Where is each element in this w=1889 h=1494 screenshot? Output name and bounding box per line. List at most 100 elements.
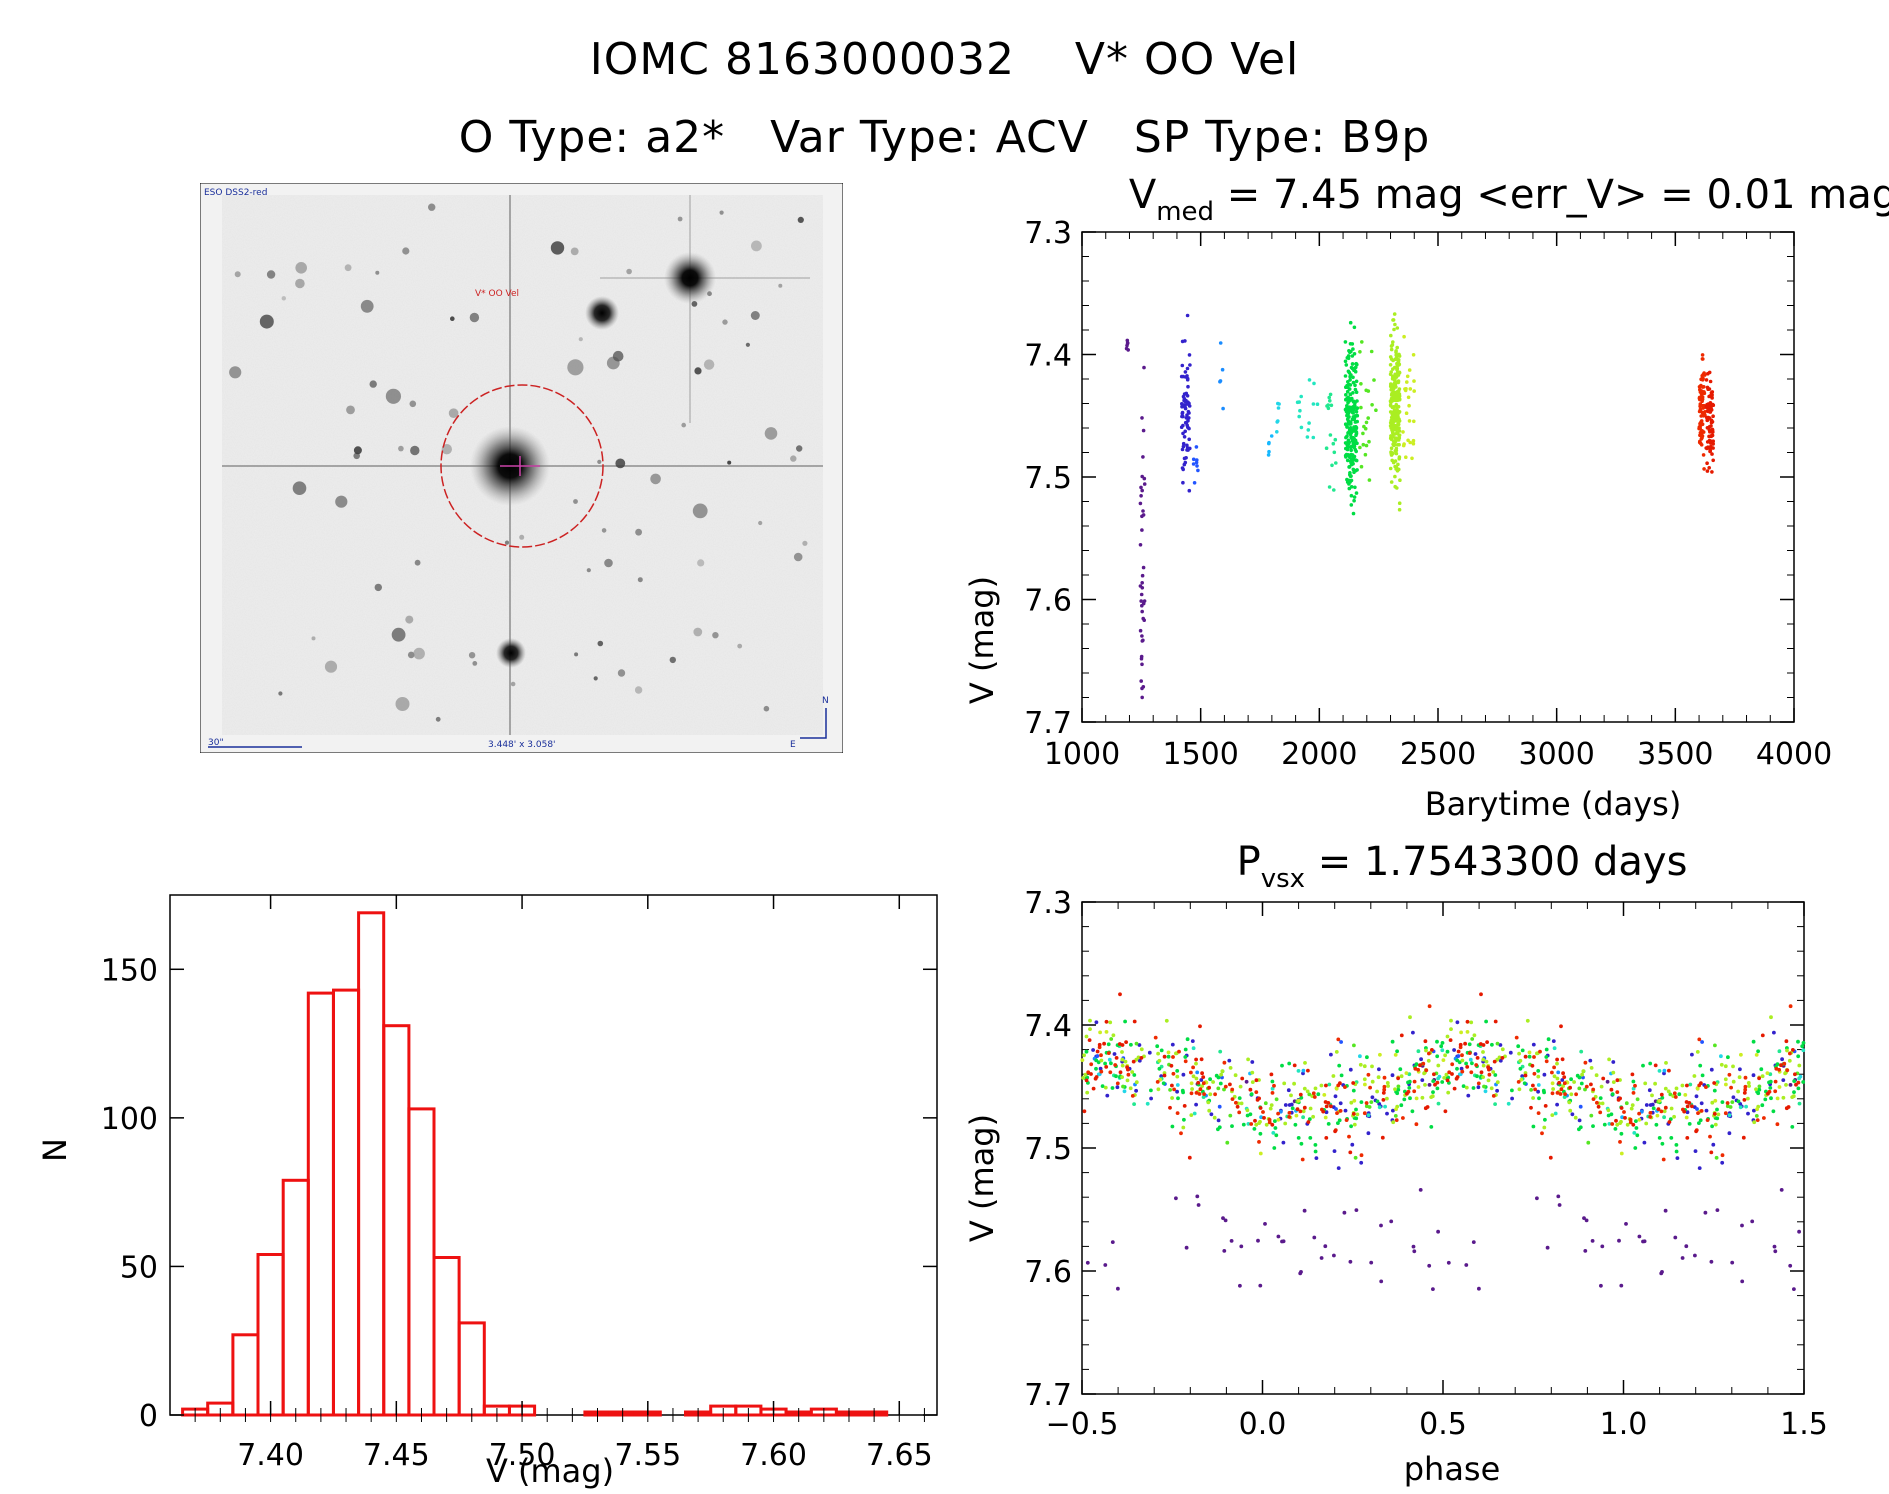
- data-point: [1326, 1122, 1331, 1126]
- data-point: [1105, 1093, 1110, 1098]
- data-point: [1556, 1194, 1561, 1199]
- y-tick-label: 7.7: [1024, 706, 1072, 741]
- data-point: [1407, 403, 1411, 408]
- x-tick-label: 1500: [1162, 737, 1238, 772]
- data-point: [1599, 1084, 1604, 1089]
- data-point: [1109, 1037, 1114, 1041]
- data-point: [1787, 1058, 1792, 1063]
- data-point: [1222, 1249, 1227, 1253]
- data-point: [1699, 1101, 1704, 1106]
- data-point: [1711, 403, 1716, 407]
- bright-star: [496, 638, 526, 668]
- data-point: [1084, 1034, 1089, 1039]
- data-point: [1126, 1067, 1130, 1072]
- data-point: [1448, 1038, 1453, 1042]
- data-point: [1140, 581, 1144, 585]
- data-point: [1680, 1083, 1685, 1088]
- data-point: [1742, 1098, 1747, 1102]
- data-point: [1248, 1112, 1253, 1117]
- data-point: [1192, 481, 1197, 485]
- data-point: [1782, 1061, 1787, 1066]
- data-point: [1682, 1109, 1687, 1114]
- data-point: [1455, 1075, 1460, 1079]
- data-point: [1217, 1125, 1222, 1130]
- data-point: [1369, 349, 1374, 354]
- data-point: [1296, 1098, 1301, 1103]
- data-point: [1429, 1125, 1434, 1129]
- data-point: [1684, 1100, 1689, 1104]
- ph-ylabel: V (mag): [963, 1114, 1001, 1242]
- data-point: [1773, 1089, 1778, 1094]
- data-point: [1731, 1095, 1736, 1100]
- data-point: [1583, 1249, 1588, 1253]
- data-point: [1396, 380, 1401, 385]
- data-point: [1476, 1081, 1481, 1086]
- data-point: [1751, 1073, 1756, 1078]
- data-point: [1427, 1004, 1432, 1009]
- data-point: [1446, 1260, 1451, 1265]
- field-star: [360, 299, 374, 313]
- data-point: [1572, 1080, 1576, 1084]
- field-star: [311, 636, 316, 641]
- data-point: [1794, 1082, 1798, 1087]
- data-point: [1094, 1020, 1099, 1025]
- data-point: [1218, 1049, 1223, 1054]
- field-star: [593, 676, 598, 681]
- data-point: [1702, 390, 1706, 394]
- data-point: [1235, 1104, 1240, 1109]
- data-point: [1699, 443, 1704, 447]
- data-point: [1367, 478, 1372, 482]
- data-point: [1389, 382, 1393, 386]
- y-tick-label: 7.6: [1024, 1255, 1072, 1290]
- data-point: [1194, 460, 1199, 465]
- data-point: [1790, 1125, 1795, 1129]
- data-point: [1436, 1076, 1440, 1081]
- data-point: [1405, 380, 1409, 384]
- data-point: [1345, 404, 1349, 408]
- data-point: [1175, 1074, 1180, 1079]
- data-point: [1446, 1090, 1451, 1095]
- data-point: [1698, 407, 1703, 412]
- data-point: [1581, 1069, 1586, 1073]
- field-star: [719, 210, 724, 215]
- data-point: [1181, 1125, 1186, 1130]
- data-point: [1389, 420, 1393, 425]
- data-point: [1677, 1092, 1682, 1097]
- data-point: [1692, 1074, 1697, 1078]
- data-point: [1699, 437, 1704, 441]
- data-point: [1117, 1042, 1122, 1046]
- light-curve-chart: Vmed = 7.45 mag <err_V> = 0.01 mag 1000 1…: [963, 172, 1889, 823]
- east-label: E: [790, 740, 796, 750]
- data-point: [1246, 1122, 1251, 1126]
- data-point: [1257, 1096, 1261, 1101]
- data-point: [1688, 1082, 1693, 1087]
- data-point: [1723, 1077, 1728, 1082]
- data-point: [1352, 444, 1357, 449]
- data-point: [1641, 1063, 1645, 1068]
- data-point: [1699, 396, 1704, 401]
- data-point: [1137, 1058, 1142, 1063]
- data-point: [1364, 443, 1369, 448]
- data-point: [1156, 1051, 1160, 1056]
- data-point: [1747, 1084, 1751, 1088]
- data-point: [1659, 1271, 1664, 1276]
- data-point: [1352, 436, 1356, 441]
- data-point: [1166, 1050, 1171, 1055]
- data-point: [1430, 1094, 1435, 1099]
- data-point: [1710, 396, 1714, 400]
- data-point: [1772, 1030, 1776, 1035]
- data-point: [1084, 1078, 1089, 1083]
- data-point: [1389, 404, 1393, 408]
- data-point: [1399, 1074, 1404, 1079]
- data-point: [1712, 1081, 1717, 1085]
- data-point: [1136, 1055, 1141, 1060]
- data-point: [1115, 1085, 1120, 1090]
- data-point: [1631, 1122, 1636, 1127]
- data-point: [1555, 1057, 1559, 1062]
- data-point: [1423, 1106, 1428, 1111]
- data-point: [1106, 1042, 1111, 1047]
- data-point: [1684, 1115, 1689, 1120]
- data-point: [1700, 353, 1705, 357]
- data-point: [1280, 1063, 1284, 1068]
- data-point: [1213, 1092, 1217, 1097]
